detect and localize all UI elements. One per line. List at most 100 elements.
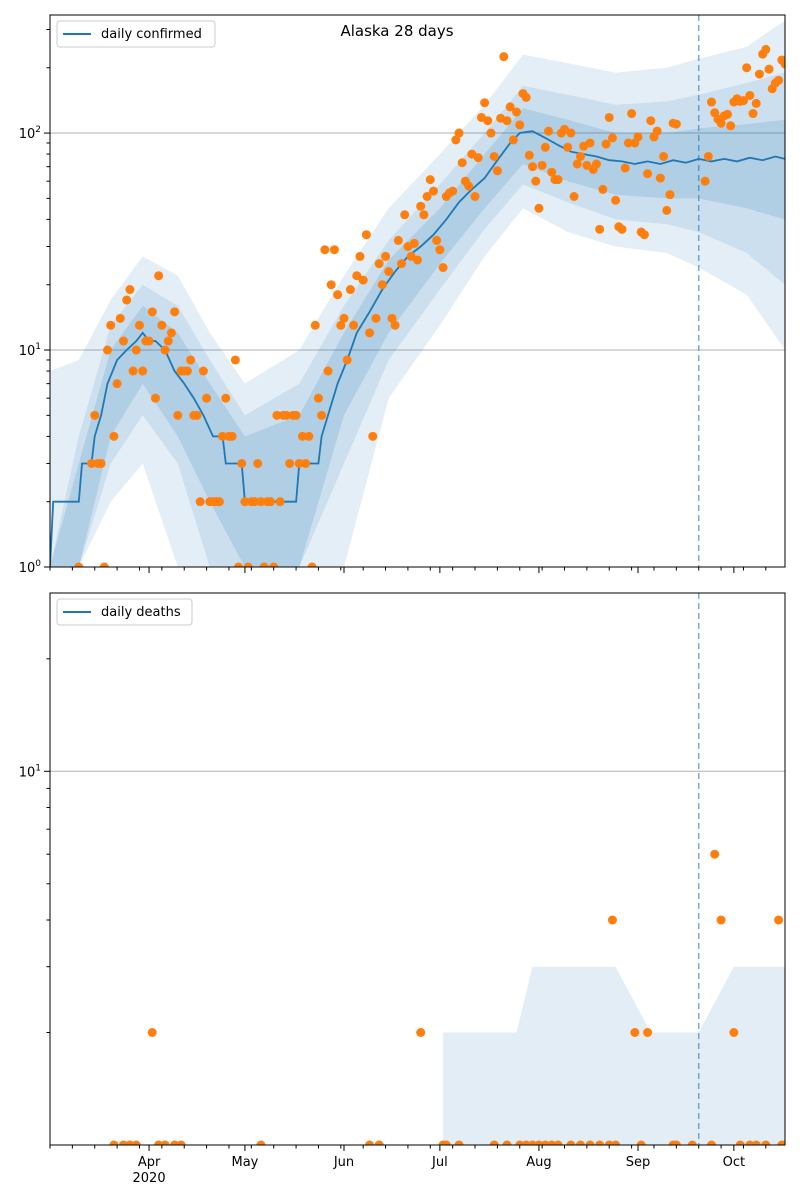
data-point <box>329 245 339 255</box>
data-point <box>272 410 282 420</box>
data-point <box>754 69 764 79</box>
data-point <box>230 355 240 365</box>
data-point <box>317 410 327 420</box>
data-point <box>74 562 84 567</box>
data-point <box>780 1140 785 1145</box>
data-point <box>256 1140 266 1145</box>
x-tick-label: Aug <box>526 1155 551 1170</box>
data-point <box>585 138 595 148</box>
data-point <box>266 497 275 507</box>
data-point <box>259 562 269 567</box>
data-point <box>422 191 432 201</box>
data-point <box>345 285 355 295</box>
x-tick-label: May <box>231 1155 258 1170</box>
data-point <box>553 175 563 185</box>
data-point <box>285 458 295 468</box>
data-point <box>368 431 378 441</box>
data-point <box>489 151 499 161</box>
data-point <box>163 336 173 346</box>
data-point <box>502 116 512 126</box>
data-point <box>636 1140 646 1145</box>
data-point <box>307 562 317 567</box>
data-point <box>186 355 196 365</box>
data-point <box>483 116 493 126</box>
confirmed-line <box>50 130 785 567</box>
data-point <box>240 497 250 507</box>
data-point <box>623 138 633 148</box>
data-point <box>323 366 333 376</box>
data-point <box>160 345 170 355</box>
data-point <box>381 251 391 261</box>
data-point <box>349 320 359 330</box>
data-point <box>237 458 247 468</box>
y-tick-label: 101 <box>19 763 41 780</box>
data-point <box>534 203 544 213</box>
data-point <box>582 160 592 170</box>
data-point <box>710 849 720 859</box>
data-point <box>281 410 291 420</box>
data-point <box>633 132 643 142</box>
confirmed-points <box>74 44 785 567</box>
data-point <box>751 98 761 108</box>
data-point <box>729 1028 739 1038</box>
data-point <box>310 320 320 330</box>
data-point <box>707 97 716 107</box>
data-point <box>275 497 285 507</box>
data-point <box>441 1140 451 1145</box>
confirmed-legend: daily confirmed <box>56 20 216 48</box>
data-point <box>352 271 362 281</box>
data-point <box>214 497 224 507</box>
data-point <box>361 230 371 240</box>
data-point <box>611 1140 621 1145</box>
data-point <box>489 1140 499 1145</box>
data-point <box>671 119 681 129</box>
data-point <box>655 173 665 183</box>
data-point <box>400 210 410 220</box>
data-point <box>144 336 154 346</box>
confirmed-y-ticks: 100 101 102 <box>19 29 50 576</box>
data-point <box>160 1140 170 1145</box>
confirmed-gridlines <box>50 132 785 351</box>
data-point <box>735 1140 745 1145</box>
data-point <box>416 1028 426 1038</box>
data-point <box>147 307 157 317</box>
x-tick-label: Sep <box>626 1155 651 1170</box>
data-point <box>198 366 208 376</box>
data-point <box>572 159 582 169</box>
data-point <box>269 562 279 567</box>
x-tick-label: Jun <box>333 1155 354 1170</box>
data-point <box>409 238 419 248</box>
data-point <box>365 328 375 338</box>
data-point <box>301 458 311 468</box>
data-point <box>438 263 448 273</box>
data-point <box>751 1140 761 1145</box>
data-point <box>90 410 100 420</box>
data-point <box>627 109 637 119</box>
data-point <box>358 275 368 285</box>
data-point <box>109 431 119 441</box>
data-point <box>575 151 585 161</box>
data-point <box>566 128 576 138</box>
data-point <box>528 162 538 172</box>
y-tick-label: 100 <box>19 559 42 576</box>
data-point <box>774 75 784 85</box>
data-point <box>377 280 387 290</box>
data-point <box>515 120 525 130</box>
data-point <box>128 366 138 376</box>
data-point <box>607 133 617 143</box>
data-point <box>547 167 557 177</box>
data-point <box>425 175 435 185</box>
data-point <box>659 151 669 161</box>
x-tick-label: Apr <box>138 1155 161 1170</box>
data-point <box>470 191 480 201</box>
data-point <box>454 128 464 138</box>
data-point <box>291 410 301 420</box>
data-point <box>320 245 330 255</box>
data-point <box>585 1140 595 1145</box>
data-point <box>106 320 116 330</box>
confidence-band-middle <box>50 72 785 567</box>
data-point <box>540 142 550 152</box>
data-point <box>607 915 617 925</box>
data-point <box>131 1140 141 1145</box>
